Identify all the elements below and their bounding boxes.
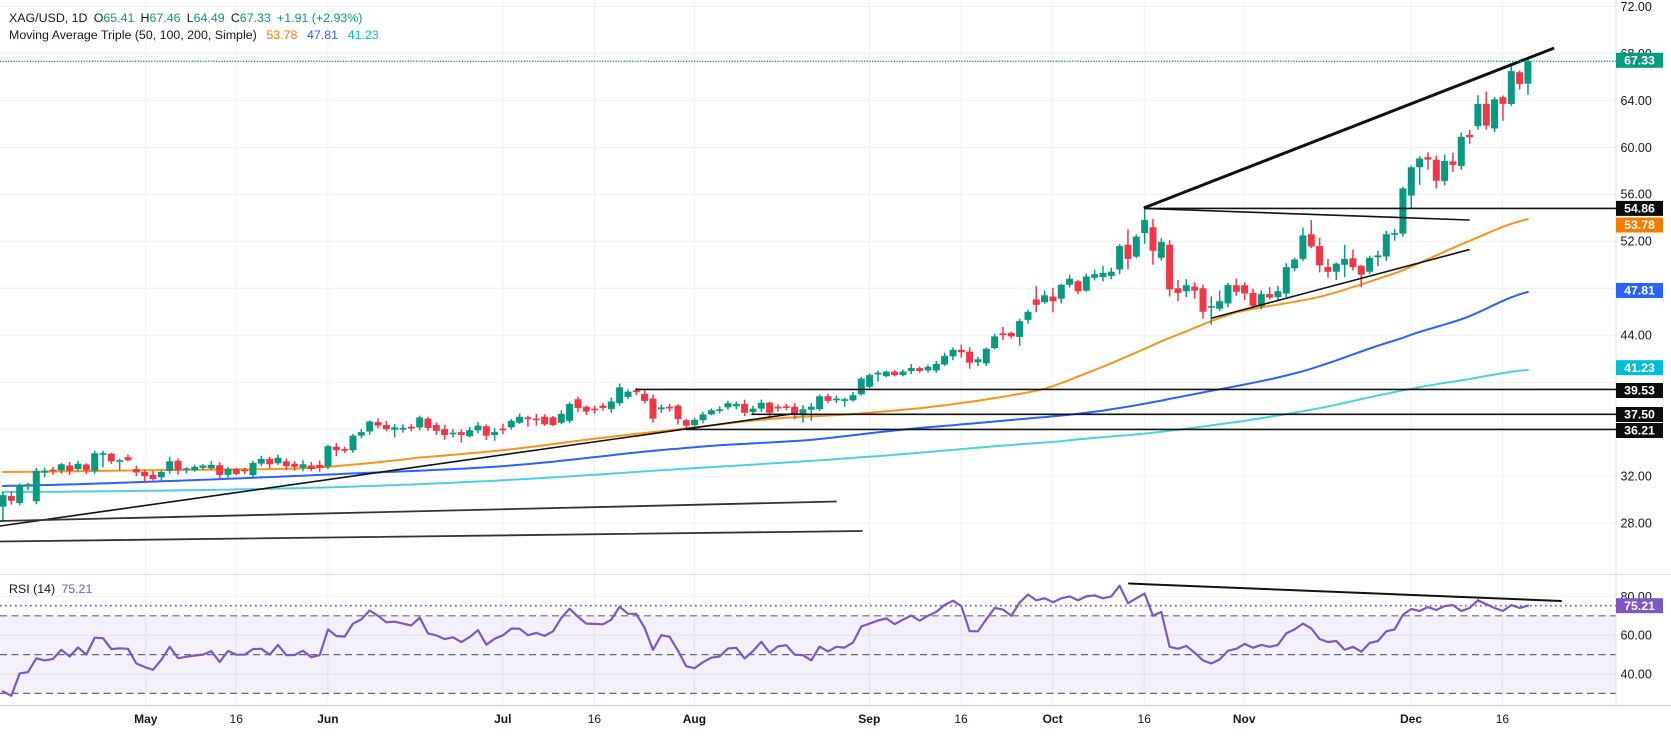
svg-text:Jun: Jun — [317, 712, 338, 726]
svg-text:36.21: 36.21 — [1624, 424, 1655, 438]
svg-text:40.00: 40.00 — [1621, 667, 1652, 681]
svg-text:Dec: Dec — [1400, 712, 1422, 726]
svg-text:39.53: 39.53 — [1624, 384, 1655, 398]
svg-text:72.00: 72.00 — [1621, 0, 1652, 14]
svg-text:28.00: 28.00 — [1621, 516, 1652, 530]
svg-text:64.00: 64.00 — [1621, 94, 1652, 108]
svg-text:41.23: 41.23 — [1624, 361, 1655, 375]
svg-text:Aug: Aug — [683, 712, 706, 726]
svg-text:Oct: Oct — [1043, 712, 1063, 726]
svg-text:Nov: Nov — [1233, 712, 1256, 726]
svg-text:52.00: 52.00 — [1621, 235, 1652, 249]
svg-text:60.00: 60.00 — [1621, 629, 1652, 643]
svg-text:Jul: Jul — [494, 712, 511, 726]
svg-text:XAG/USD, 1D O65.41 H67.46 L64.: XAG/USD, 1D O65.41 H67.46 L64.49 C67.33 … — [9, 11, 362, 25]
svg-text:16: 16 — [1496, 712, 1510, 726]
svg-text:RSI (14) 75.21: RSI (14) 75.21 — [9, 582, 92, 596]
svg-text:60.00: 60.00 — [1621, 141, 1652, 155]
svg-text:16: 16 — [588, 712, 602, 726]
svg-text:37.50: 37.50 — [1624, 408, 1655, 422]
svg-text:54.86: 54.86 — [1624, 202, 1655, 216]
svg-text:16: 16 — [230, 712, 244, 726]
svg-text:Moving Average Triple (50, 100: Moving Average Triple (50, 100, 200, Sim… — [9, 28, 379, 42]
svg-text:32.00: 32.00 — [1621, 470, 1652, 484]
svg-text:75.21: 75.21 — [1624, 599, 1655, 613]
svg-text:47.81: 47.81 — [1624, 284, 1655, 298]
svg-text:67.33: 67.33 — [1624, 54, 1655, 68]
svg-text:53.78: 53.78 — [1624, 218, 1655, 232]
svg-text:56.00: 56.00 — [1621, 188, 1652, 202]
svg-text:44.00: 44.00 — [1621, 329, 1652, 343]
svg-text:16: 16 — [954, 712, 968, 726]
svg-text:May: May — [134, 712, 158, 726]
svg-text:16: 16 — [1138, 712, 1152, 726]
svg-text:Sep: Sep — [858, 712, 880, 726]
